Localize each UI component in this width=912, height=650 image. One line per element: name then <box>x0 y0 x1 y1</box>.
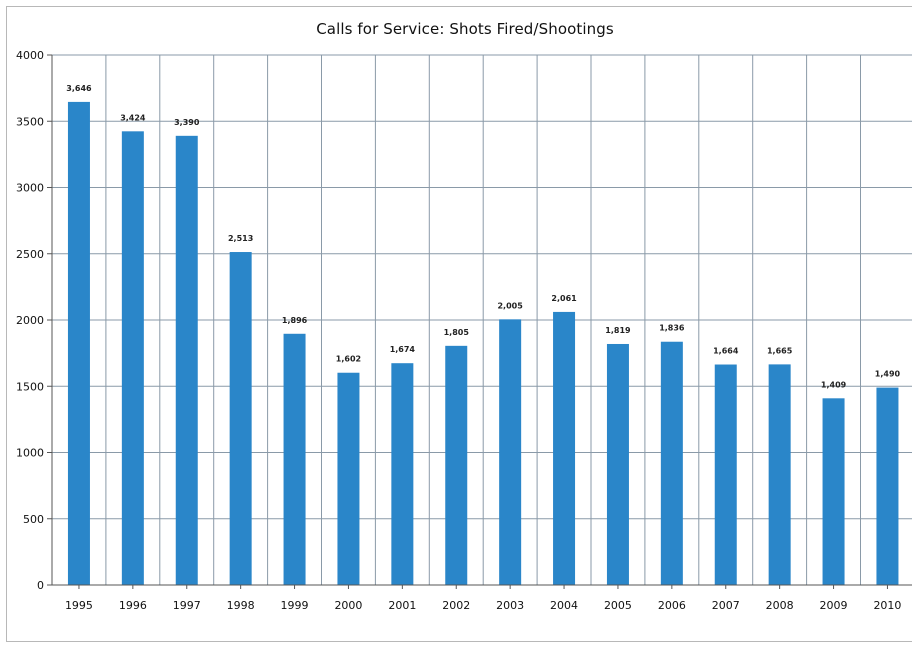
x-tick-label-2004: 2004 <box>550 599 578 612</box>
x-tick-label-1998: 1998 <box>227 599 255 612</box>
data-label-2008: 1,665 <box>767 346 793 355</box>
y-tick-label: 0 <box>37 579 44 592</box>
bar-2009 <box>822 398 845 585</box>
bar-2010 <box>876 387 899 585</box>
chart-title: Calls for Service: Shots Fired/Shootings <box>316 20 614 38</box>
x-tick-label-2007: 2007 <box>712 599 740 612</box>
data-label-2004: 2,061 <box>551 294 577 303</box>
gridlines <box>52 54 912 585</box>
x-tick-label-1996: 1996 <box>119 599 147 612</box>
bar-1995 <box>67 101 90 585</box>
x-tick-label-2001: 2001 <box>388 599 416 612</box>
data-label-2006: 1,836 <box>659 324 685 333</box>
bars <box>67 101 899 585</box>
y-tick-label: 500 <box>23 513 44 526</box>
x-tick-label-2006: 2006 <box>658 599 686 612</box>
bar-2004 <box>553 311 576 585</box>
data-label-1997: 3,390 <box>174 118 200 127</box>
x-tick-label-2000: 2000 <box>334 599 362 612</box>
x-tick-label-1997: 1997 <box>173 599 201 612</box>
y-tick-label: 1000 <box>16 447 44 460</box>
data-label-1996: 3,424 <box>120 113 146 122</box>
data-label-2003: 2,005 <box>497 301 523 310</box>
x-tick-label-2009: 2009 <box>820 599 848 612</box>
y-tick-label: 3000 <box>16 182 44 195</box>
bar-2007 <box>714 364 737 585</box>
x-tick-label-1995: 1995 <box>65 599 93 612</box>
bar-2008 <box>768 364 791 585</box>
y-tick-label: 2000 <box>16 314 44 327</box>
bar-2003 <box>499 319 522 585</box>
bar-2002 <box>445 345 468 585</box>
data-label-2009: 1,409 <box>821 380 847 389</box>
bar-1999 <box>283 333 306 585</box>
data-label-2000: 1,602 <box>336 355 361 364</box>
axes <box>47 54 912 589</box>
bar-2006 <box>660 341 683 585</box>
bar-2001 <box>391 363 414 585</box>
x-tick-label-2010: 2010 <box>873 599 901 612</box>
x-tick-label-2005: 2005 <box>604 599 632 612</box>
x-tick-label-2008: 2008 <box>766 599 794 612</box>
bar-1996 <box>121 131 144 585</box>
bar-1998 <box>229 252 252 585</box>
y-tick-label: 4000 <box>16 49 44 62</box>
y-tick-label: 3500 <box>16 115 44 128</box>
data-label-1999: 1,896 <box>282 316 308 325</box>
bar-2000 <box>337 372 360 585</box>
data-label-1998: 2,513 <box>228 234 253 243</box>
y-tick-label: 2500 <box>16 248 44 261</box>
data-label-2005: 1,819 <box>605 326 631 335</box>
x-tick-label-2002: 2002 <box>442 599 470 612</box>
bar-2005 <box>606 343 629 585</box>
data-label-2007: 1,664 <box>713 347 739 356</box>
x-tick-label-1999: 1999 <box>281 599 309 612</box>
data-label-2001: 1,674 <box>390 345 416 354</box>
bar-1997 <box>175 135 198 585</box>
data-label-2010: 1,490 <box>875 370 901 379</box>
y-tick-label: 1500 <box>16 380 44 393</box>
data-label-2002: 1,805 <box>444 328 470 337</box>
labels: 0 500 1000 1500 2000 2500 3000 3500 4000 3,646 199… <box>16 49 901 612</box>
x-tick-label-2003: 2003 <box>496 599 524 612</box>
data-label-1995: 3,646 <box>66 84 92 93</box>
